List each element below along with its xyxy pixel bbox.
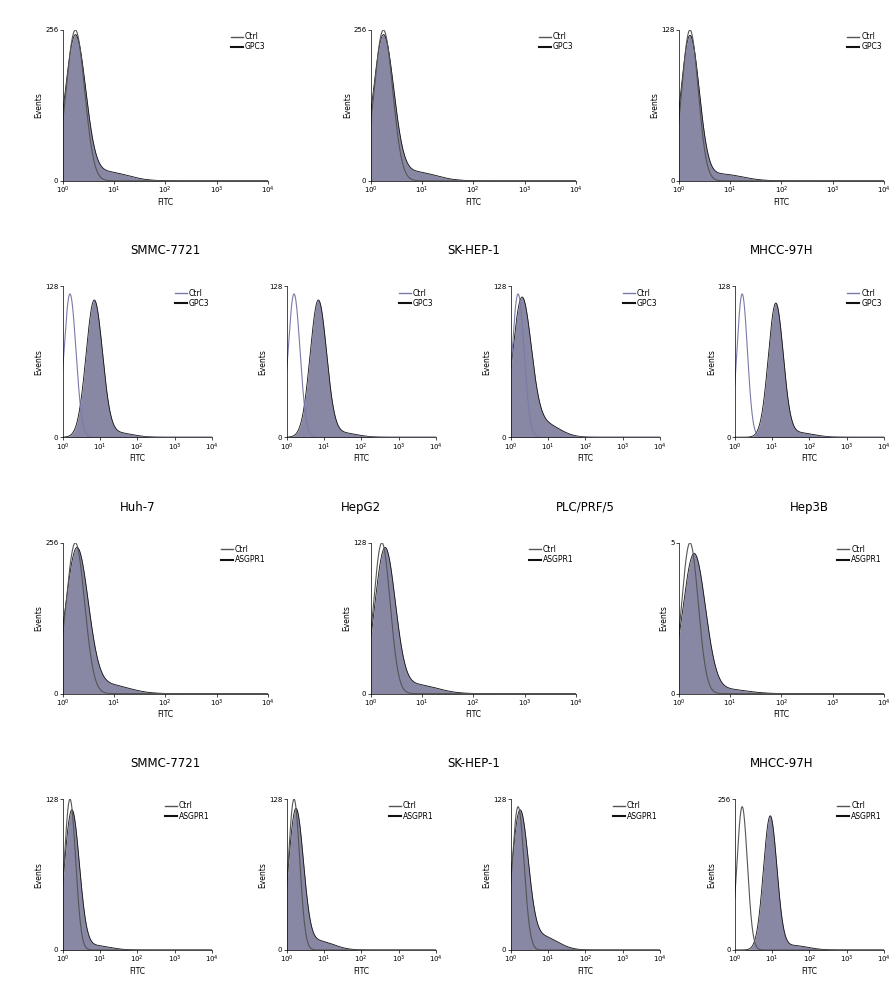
Y-axis label: Events: Events [35, 862, 44, 888]
X-axis label: FITC: FITC [577, 967, 593, 976]
Text: MHCC-97H: MHCC-97H [749, 244, 814, 257]
Y-axis label: Events: Events [651, 92, 660, 118]
Y-axis label: Events: Events [35, 92, 44, 118]
Y-axis label: Events: Events [483, 349, 492, 375]
X-axis label: FITC: FITC [157, 198, 173, 207]
Legend: Ctrl, GPC3: Ctrl, GPC3 [230, 32, 266, 52]
Legend: Ctrl, GPC3: Ctrl, GPC3 [847, 32, 882, 52]
Text: Huh-7: Huh-7 [120, 501, 155, 514]
Text: Hep3B: Hep3B [790, 501, 829, 514]
Y-axis label: Events: Events [660, 605, 669, 631]
X-axis label: FITC: FITC [354, 454, 370, 463]
Y-axis label: Events: Events [35, 349, 44, 375]
Y-axis label: Events: Events [35, 605, 44, 631]
Legend: Ctrl, GPC3: Ctrl, GPC3 [847, 288, 882, 309]
Text: SK-HEP-1: SK-HEP-1 [446, 757, 500, 770]
X-axis label: FITC: FITC [354, 967, 370, 976]
Legend: Ctrl, GPC3: Ctrl, GPC3 [622, 288, 658, 309]
Y-axis label: Events: Events [343, 605, 352, 631]
Legend: Ctrl, ASGPR1: Ctrl, ASGPR1 [837, 544, 882, 565]
Text: MHCC-97H: MHCC-97H [749, 757, 814, 770]
X-axis label: FITC: FITC [773, 198, 789, 207]
X-axis label: FITC: FITC [157, 710, 173, 719]
Y-axis label: Events: Events [259, 349, 268, 375]
Y-axis label: Events: Events [483, 862, 492, 888]
Legend: Ctrl, ASGPR1: Ctrl, ASGPR1 [529, 544, 574, 565]
Legend: Ctrl, ASGPR1: Ctrl, ASGPR1 [613, 801, 658, 821]
Legend: Ctrl, ASGPR1: Ctrl, ASGPR1 [221, 544, 266, 565]
Y-axis label: Events: Events [343, 92, 352, 118]
X-axis label: FITC: FITC [129, 967, 146, 976]
Text: SK-HEP-1: SK-HEP-1 [446, 244, 500, 257]
Legend: Ctrl, GPC3: Ctrl, GPC3 [538, 32, 574, 52]
Text: SMMC-7721: SMMC-7721 [130, 244, 200, 257]
Legend: Ctrl, ASGPR1: Ctrl, ASGPR1 [837, 801, 882, 821]
X-axis label: FITC: FITC [465, 198, 481, 207]
Legend: Ctrl, ASGPR1: Ctrl, ASGPR1 [164, 801, 211, 821]
X-axis label: FITC: FITC [465, 710, 481, 719]
Y-axis label: Events: Events [259, 862, 268, 888]
X-axis label: FITC: FITC [773, 710, 789, 719]
Legend: Ctrl, GPC3: Ctrl, GPC3 [174, 288, 211, 309]
X-axis label: FITC: FITC [801, 967, 817, 976]
X-axis label: FITC: FITC [577, 454, 593, 463]
Y-axis label: Events: Events [707, 862, 716, 888]
Legend: Ctrl, ASGPR1: Ctrl, ASGPR1 [388, 801, 434, 821]
Text: HepG2: HepG2 [341, 501, 381, 514]
Y-axis label: Events: Events [706, 349, 716, 375]
Text: PLC/PRF/5: PLC/PRF/5 [555, 501, 614, 514]
X-axis label: FITC: FITC [129, 454, 146, 463]
Text: SMMC-7721: SMMC-7721 [130, 757, 200, 770]
X-axis label: FITC: FITC [801, 454, 817, 463]
Legend: Ctrl, GPC3: Ctrl, GPC3 [398, 288, 434, 309]
